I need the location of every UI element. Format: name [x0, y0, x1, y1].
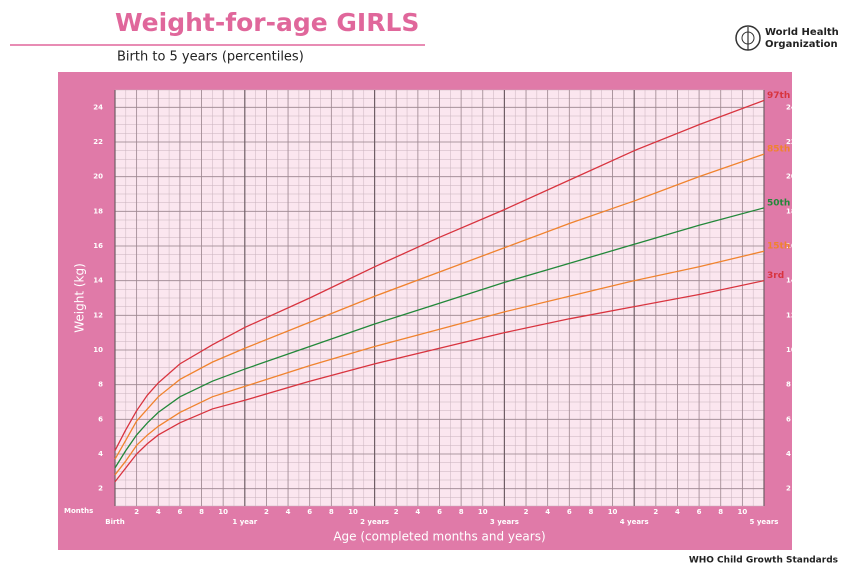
x-tick-label: 10 — [737, 508, 747, 516]
series-label: 15th — [767, 242, 790, 252]
x-tick-label: 4 years — [620, 518, 649, 526]
y-tick-label: 14 — [93, 277, 103, 285]
x-tick-label: 8 — [199, 508, 204, 516]
y-tick-label: 18 — [786, 207, 796, 215]
logo-text: World Health — [765, 27, 839, 38]
x-tick-label: 6 — [307, 508, 312, 516]
y-tick-label: 18 — [93, 207, 103, 215]
x-tick-label: 2 — [134, 508, 139, 516]
y-tick-label: 8 — [786, 381, 791, 389]
x-tick-label: 10 — [608, 508, 618, 516]
footer: WHO Child Growth Standards — [689, 556, 838, 566]
y-tick-label: 16 — [93, 242, 103, 250]
y-tick-label: 6 — [98, 415, 103, 423]
y-tick-label: 24 — [93, 103, 103, 111]
x-tick-label: 4 — [286, 508, 291, 516]
y-tick-label: 24 — [786, 103, 796, 111]
y-tick-label: 4 — [98, 450, 103, 458]
who-logo: World Health Organization — [735, 25, 839, 51]
x-tick-label: 10 — [218, 508, 228, 516]
percentile-line — [114, 207, 765, 469]
series-label: 50th — [767, 198, 790, 208]
x-tick-label: 2 — [264, 508, 269, 516]
x-tick-label: 3 years — [490, 518, 519, 526]
x-tick-label: 2 years — [360, 518, 389, 526]
y-tick-label: 22 — [93, 138, 103, 146]
x-tick-label: 6 — [697, 508, 702, 516]
x-tick-label: 8 — [718, 508, 723, 516]
series-label: 97th — [767, 91, 790, 101]
y-tick-label: 14 — [786, 277, 796, 285]
y-axis-title: Weight (kg) — [73, 263, 87, 333]
x-tick-label: 8 — [329, 508, 334, 516]
y-tick-label: 10 — [93, 346, 103, 354]
y-tick-label: 10 — [786, 346, 796, 354]
months-label: Months — [64, 507, 93, 515]
x-tick-label: 10 — [478, 508, 488, 516]
y-tick-label: 20 — [786, 173, 796, 181]
y-tick-label: 12 — [786, 311, 796, 319]
percentile-line — [114, 250, 765, 476]
percentile-line — [114, 99, 765, 451]
y-tick-label: 22 — [786, 138, 796, 146]
y-tick-label: 2 — [786, 485, 791, 493]
y-tick-label: 12 — [93, 311, 103, 319]
series-label: 85th — [767, 145, 790, 155]
y-tick-label: 2 — [98, 485, 103, 493]
chart-title: Weight-for-age GIRLS — [115, 8, 419, 37]
y-tick-label: 6 — [786, 415, 791, 423]
x-tick-label: 4 — [156, 508, 161, 516]
x-tick-label: 5 years — [750, 518, 779, 526]
x-tick-label: 1 year — [232, 518, 257, 526]
percentile-line — [114, 280, 765, 483]
x-tick-label: 2 — [653, 508, 658, 516]
chart-subtitle: Birth to 5 years (percentiles) — [117, 50, 304, 65]
logo-text: Organization — [765, 39, 838, 50]
x-tick-label: 4 — [415, 508, 420, 516]
series-label: 3rd — [767, 271, 784, 281]
x-tick-label: 6 — [177, 508, 182, 516]
x-tick-label: 6 — [567, 508, 572, 516]
percentile-line — [114, 153, 765, 460]
x-tick-label: 2 — [524, 508, 529, 516]
x-tick-label: Birth — [105, 518, 125, 526]
y-tick-label: 16 — [786, 242, 796, 250]
x-tick-label: 10 — [348, 508, 358, 516]
x-axis-title: Age (completed months and years) — [333, 530, 545, 544]
y-tick-label: 20 — [93, 173, 103, 181]
x-tick-label: 6 — [437, 508, 442, 516]
y-tick-label: 8 — [98, 381, 103, 389]
x-tick-label: 2 — [394, 508, 399, 516]
x-tick-label: 8 — [588, 508, 593, 516]
y-tick-label: 4 — [786, 450, 791, 458]
x-tick-label: 4 — [545, 508, 550, 516]
x-tick-label: 4 — [675, 508, 680, 516]
x-tick-label: 8 — [459, 508, 464, 516]
